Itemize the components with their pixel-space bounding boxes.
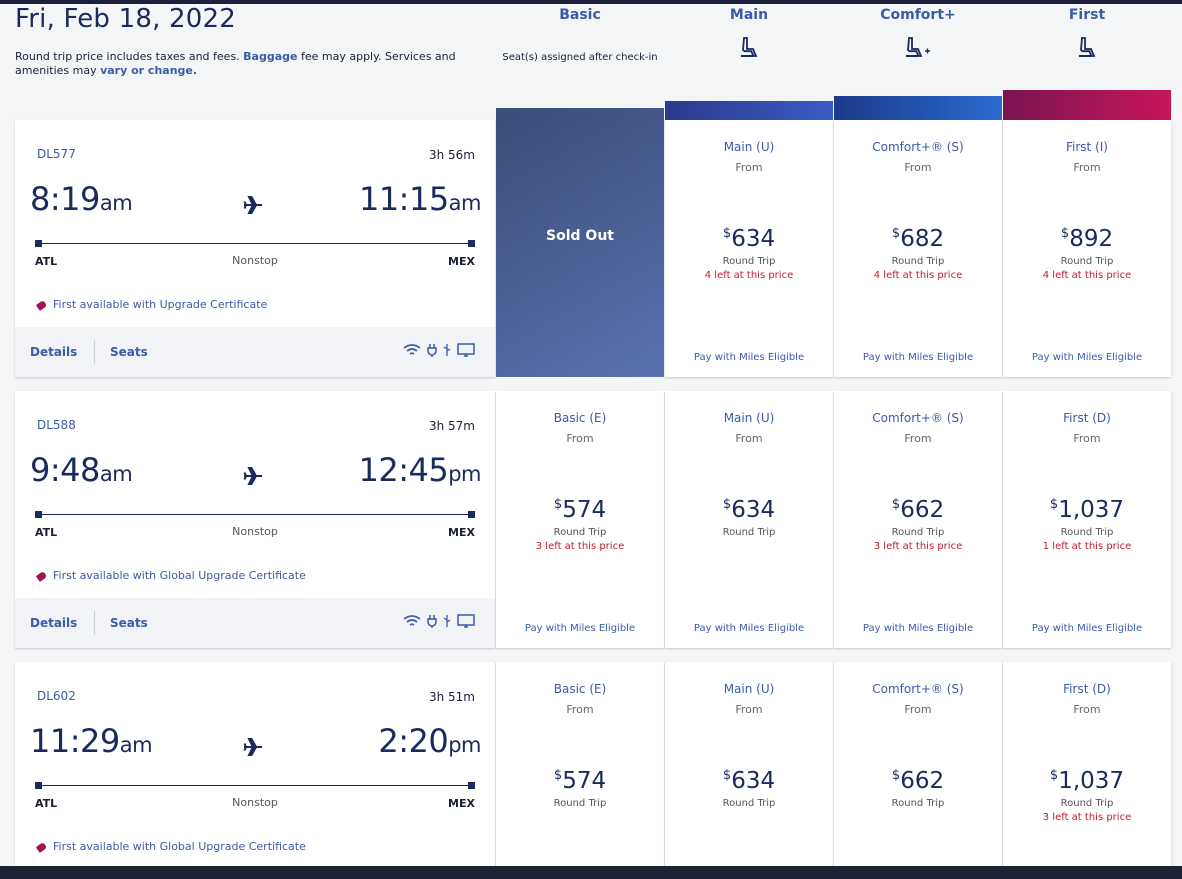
- fare-cell-first[interactable]: First (D) From $1,037 Round Trip 1 left at…: [1003, 391, 1171, 648]
- route-line: [39, 514, 473, 515]
- pay-with-miles-link[interactable]: Pay with Miles Eligible: [862, 352, 974, 363]
- tag-icon: [35, 570, 48, 582]
- flight-row: DL588 3h 57m 9:48am 12:45pm ATL Nonstop …: [15, 391, 1171, 648]
- details-button[interactable]: Details: [30, 616, 78, 630]
- destination-dot: [468, 240, 475, 247]
- seat-plus-icon: [834, 36, 1002, 62]
- flight-summary-card[interactable]: DL577 3h 56m 8:19am 11:15am ATL Nonstop …: [15, 120, 495, 377]
- window-top-edge: [0, 0, 1182, 4]
- pay-with-miles-link[interactable]: Pay with Miles Eligible: [1031, 352, 1143, 363]
- fare-cell-main[interactable]: Main (U) From $634 Round Trip: [665, 662, 833, 866]
- cabin-header-comfort[interactable]: Comfort+: [880, 7, 956, 23]
- origin-dot: [35, 511, 42, 518]
- comfort-cabin-bar: [834, 96, 1002, 120]
- destination-airport: MEX: [448, 255, 475, 268]
- price-note: Round trip price includes taxes and fees…: [15, 50, 456, 77]
- seat-icon: [1003, 36, 1171, 62]
- depart-time: 8:19am: [30, 180, 133, 218]
- flight-number[interactable]: DL577: [37, 147, 76, 161]
- flight-duration: 3h 57m: [428, 419, 475, 433]
- pay-with-miles-link[interactable]: Pay with Miles Eligible: [693, 352, 805, 363]
- wifi-icon: [403, 615, 421, 626]
- fare-cell-comfort[interactable]: Comfort+® (S) From $662 Round Trip 3 left …: [834, 391, 1002, 648]
- flight-number[interactable]: DL588: [37, 418, 76, 432]
- stops-label: Nonstop: [232, 525, 278, 538]
- destination-airport: MEX: [448, 526, 475, 539]
- baggage-link[interactable]: Baggage: [243, 50, 298, 63]
- upgrade-note[interactable]: First available with Global Upgrade Cert…: [35, 569, 306, 582]
- route-line: [39, 785, 473, 786]
- flight-row: DL602 3h 51m 11:29am 2:20pm ATL Nonstop …: [15, 662, 1171, 866]
- details-button[interactable]: Details: [30, 345, 78, 359]
- arrive-time: 12:45pm: [358, 451, 481, 489]
- destination-dot: [468, 511, 475, 518]
- fare-cell-basic[interactable]: Basic (E) From $574 Round Trip: [496, 662, 664, 866]
- cabin-header-basic[interactable]: Basic: [559, 7, 601, 23]
- origin-airport: ATL: [35, 797, 58, 810]
- usb-icon: [443, 344, 451, 356]
- arrive-time: 2:20pm: [378, 722, 481, 760]
- os-taskbar: [0, 866, 1182, 879]
- fare-cell-main[interactable]: Main (U) From $634 Round Trip 4 left at th…: [665, 120, 833, 377]
- depart-time: 11:29am: [30, 722, 153, 760]
- plane-icon: [243, 196, 263, 214]
- destination-dot: [468, 782, 475, 789]
- fare-cell-basic[interactable]: Basic (E) From $574 Round Trip 3 left at t…: [496, 391, 664, 648]
- fare-cell-sold-out: Sold Out: [496, 108, 664, 377]
- origin-airport: ATL: [35, 255, 58, 268]
- flight-number[interactable]: DL602: [37, 689, 76, 703]
- fare-cell-first[interactable]: First (I) From $892 Round Trip 4 left at t…: [1003, 120, 1171, 377]
- flight-footer: Details Seats: [15, 598, 495, 648]
- pay-with-miles-link[interactable]: Pay with Miles Eligible: [1031, 623, 1143, 634]
- upgrade-note[interactable]: First available with Upgrade Certificate: [35, 298, 267, 311]
- amenities[interactable]: [402, 614, 475, 628]
- origin-dot: [35, 240, 42, 247]
- power-icon: [427, 615, 437, 628]
- vary-link[interactable]: vary or change.: [100, 64, 198, 77]
- upgrade-note[interactable]: First available with Global Upgrade Cert…: [35, 840, 306, 853]
- divider: [94, 340, 95, 364]
- pay-with-miles-link[interactable]: Pay with Miles Eligible: [524, 623, 636, 634]
- depart-time: 9:48am: [30, 451, 133, 489]
- main-cabin-bar: [665, 101, 833, 120]
- power-icon: [427, 344, 437, 357]
- flight-summary-card[interactable]: DL588 3h 57m 9:48am 12:45pm ATL Nonstop …: [15, 391, 495, 648]
- plane-icon: [243, 467, 263, 485]
- first-cabin-bar: [1003, 90, 1171, 120]
- basic-seat-note: Seat(s) assigned after check-in: [502, 52, 658, 63]
- flight-footer: Details Seats: [15, 327, 495, 377]
- cabin-header-main[interactable]: Main: [729, 7, 769, 23]
- cabin-header-first[interactable]: First: [1068, 7, 1106, 23]
- usb-icon: [443, 615, 451, 627]
- wifi-icon: [403, 344, 421, 355]
- pay-with-miles-link[interactable]: Pay with Miles Eligible: [862, 623, 974, 634]
- flight-duration: 3h 51m: [428, 690, 475, 704]
- flight-summary-card[interactable]: DL602 3h 51m 11:29am 2:20pm ATL Nonstop …: [15, 662, 495, 866]
- fare-cell-comfort[interactable]: Comfort+® (S) From $662 Round Trip: [834, 662, 1002, 866]
- seat-icon: [665, 36, 833, 62]
- arrive-time: 11:15am: [358, 180, 482, 218]
- route-line: [39, 243, 473, 244]
- origin-dot: [35, 782, 42, 789]
- fare-cell-comfort[interactable]: Comfort+® (S) From $682 Round Trip 4 left …: [834, 120, 1002, 377]
- fare-cell-first[interactable]: First (D) From $1,037 Round Trip 3 left at…: [1003, 662, 1171, 866]
- pay-with-miles-link[interactable]: Pay with Miles Eligible: [693, 623, 805, 634]
- tag-icon: [35, 841, 48, 853]
- divider: [94, 611, 95, 635]
- origin-airport: ATL: [35, 526, 58, 539]
- flight-row: DL577 3h 56m 8:19am 11:15am ATL Nonstop …: [15, 120, 1171, 377]
- stops-label: Nonstop: [232, 796, 278, 809]
- fare-cell-main[interactable]: Main (U) From $634 Round Trip Pay with Mi…: [665, 391, 833, 648]
- amenities[interactable]: [402, 343, 475, 357]
- page-title-date: Fri, Feb 18, 2022: [15, 4, 236, 34]
- screen-icon: [457, 614, 475, 628]
- screen-icon: [457, 343, 475, 357]
- seats-button[interactable]: Seats: [110, 345, 148, 359]
- flight-duration: 3h 56m: [428, 148, 475, 162]
- seats-button[interactable]: Seats: [110, 616, 148, 630]
- plane-icon: [243, 738, 263, 756]
- stops-label: Nonstop: [232, 254, 278, 267]
- destination-airport: MEX: [448, 797, 475, 810]
- tag-icon: [35, 299, 48, 311]
